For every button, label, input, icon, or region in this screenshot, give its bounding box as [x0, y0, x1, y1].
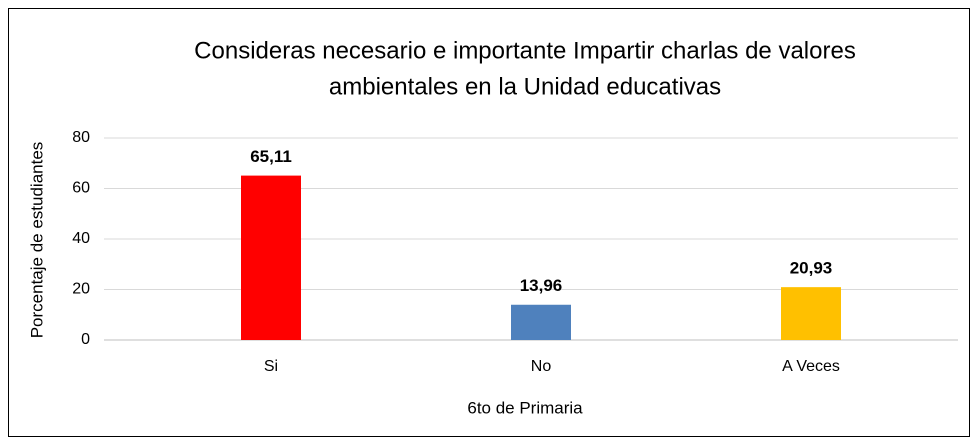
value-label: 65,11 — [250, 147, 292, 166]
y-axis-label: Porcentaje de estudiantes — [27, 142, 46, 339]
y-tick-label: 60 — [72, 180, 90, 197]
chart-title: ambientales en la Unidad educativas — [329, 73, 721, 100]
bar — [781, 287, 841, 340]
bar — [241, 175, 301, 340]
x-tick-label: A Veces — [782, 358, 840, 375]
y-tick-label: 40 — [72, 230, 90, 247]
bar — [511, 304, 571, 340]
y-tick-label: 20 — [72, 281, 90, 298]
chart-frame — [8, 8, 970, 437]
x-tick-label: No — [531, 358, 552, 375]
y-tick-label: 80 — [72, 129, 90, 146]
chart-title: Consideras necesario e importante Impart… — [194, 37, 856, 64]
value-label: 20,93 — [790, 259, 833, 278]
y-tick-label: 0 — [81, 331, 90, 348]
x-axis-label: 6to de Primaria — [467, 398, 583, 417]
value-label: 13,96 — [520, 276, 563, 295]
x-tick-label: Si — [264, 358, 278, 375]
